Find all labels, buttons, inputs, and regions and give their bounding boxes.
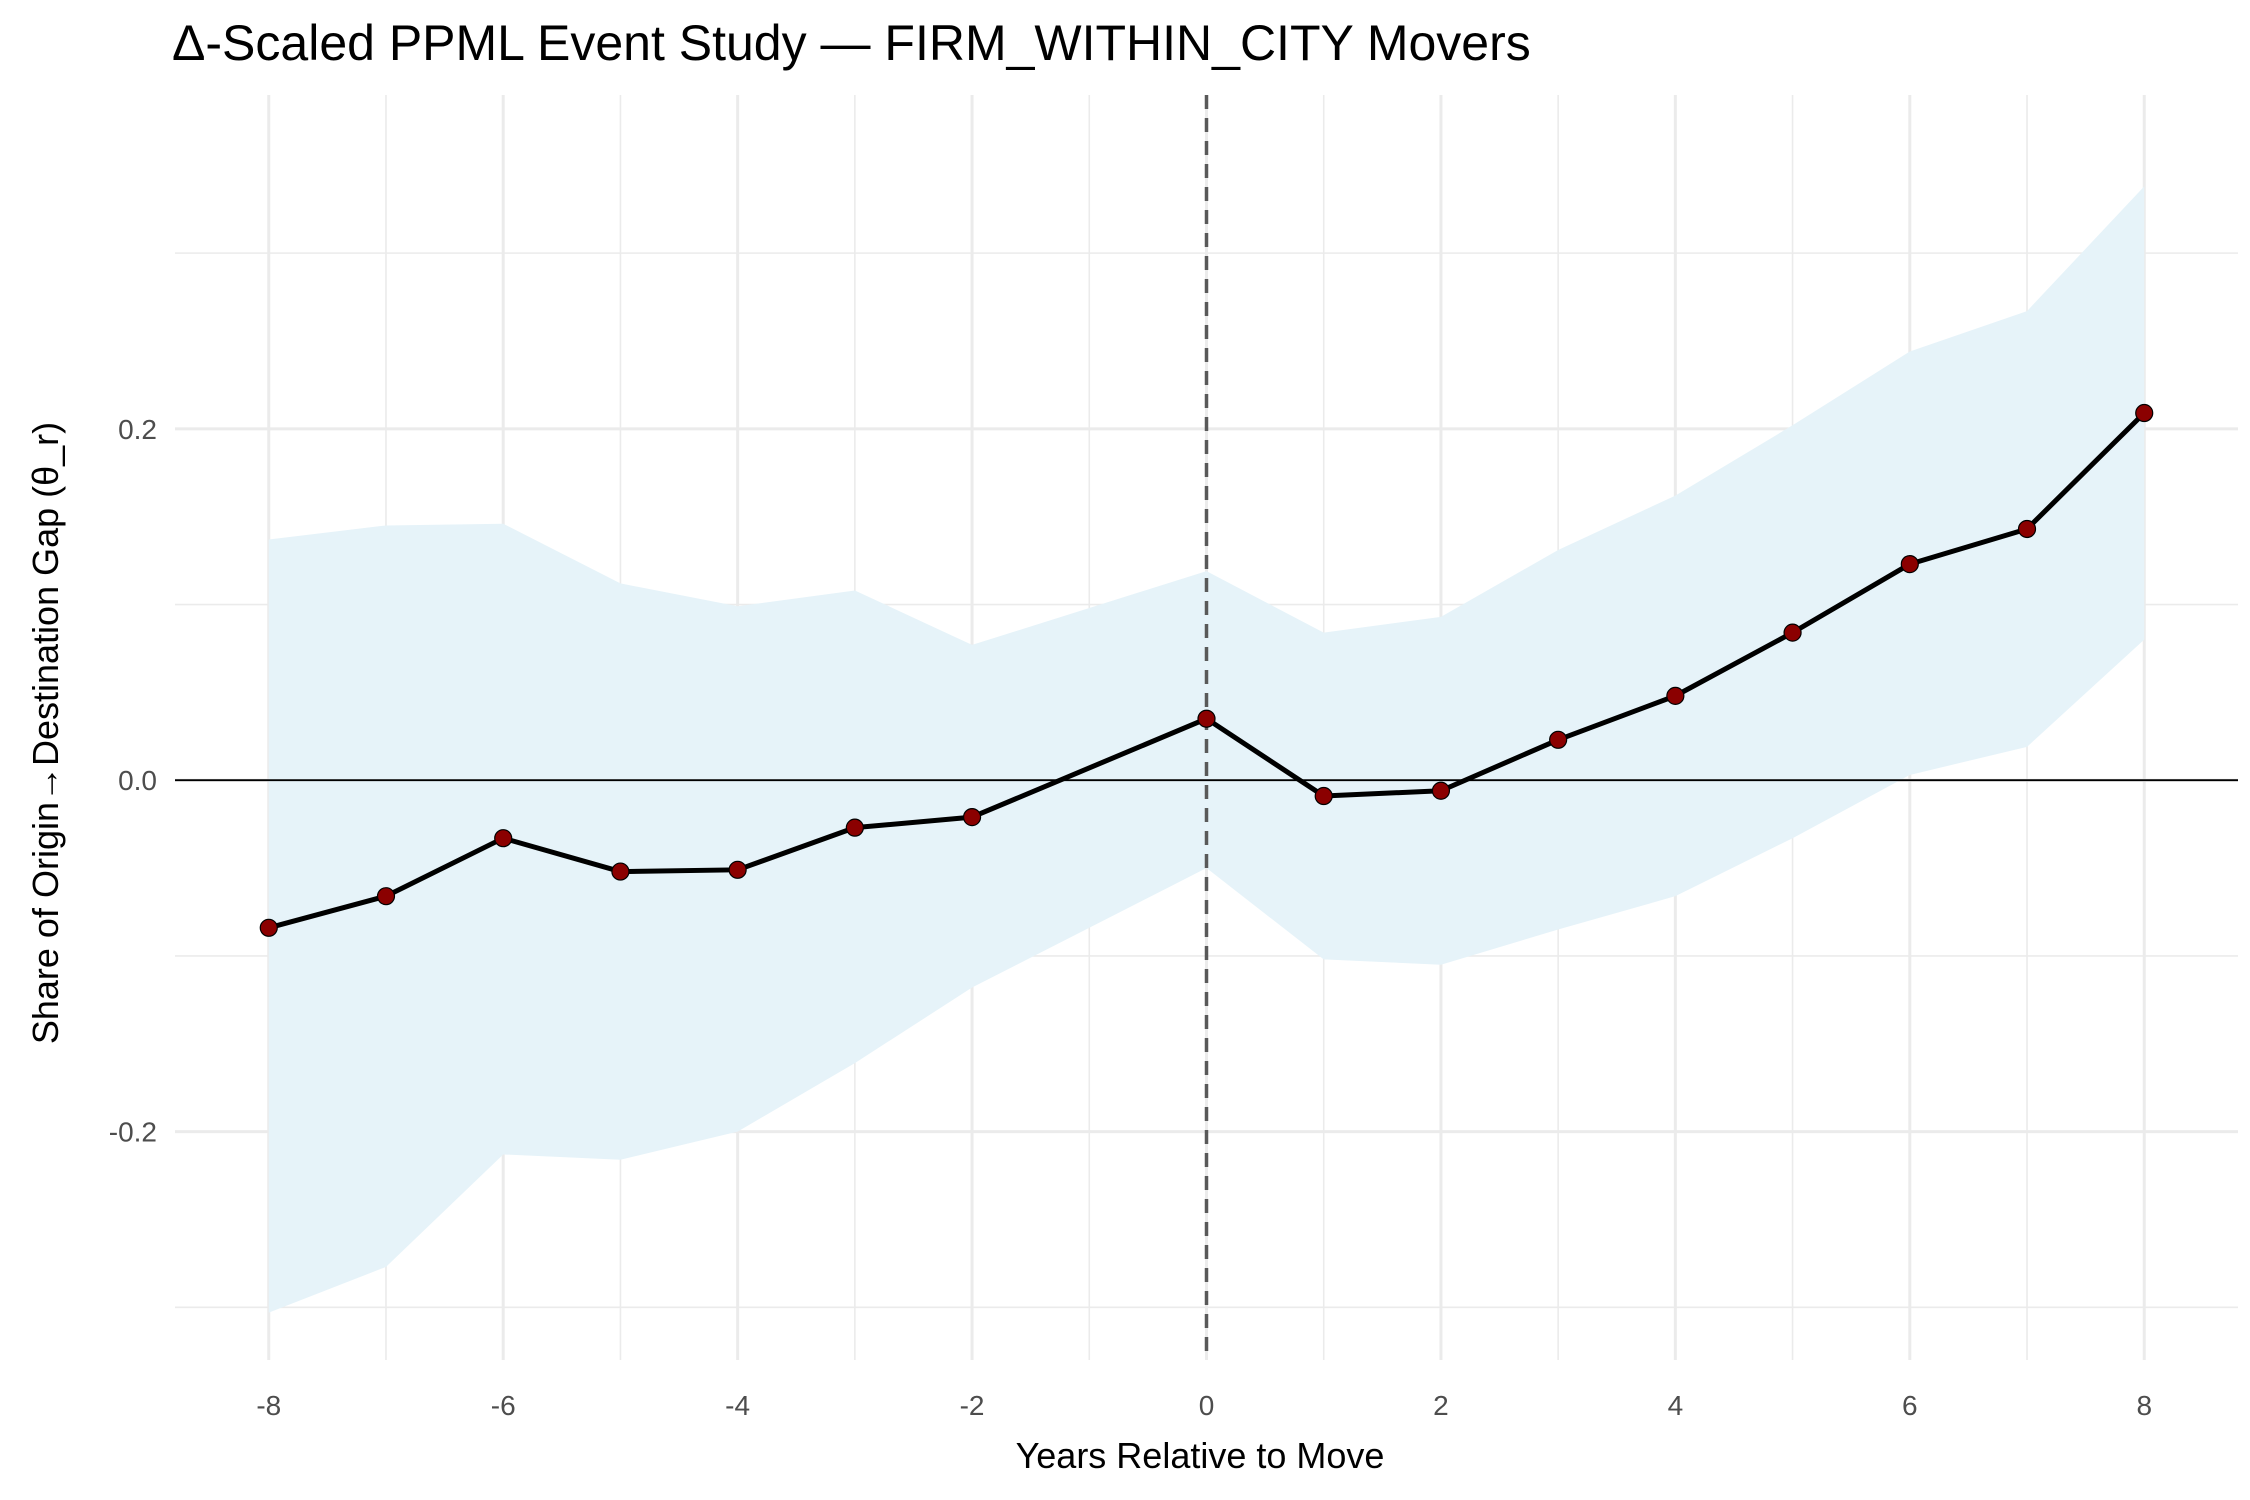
y-tick-label: -0.2	[109, 1117, 157, 1148]
y-axis-ticks: -0.2 0.0 0.2	[109, 414, 157, 1148]
y-axis-title: Share of Origin→Destination Gap (θ_r)	[25, 422, 66, 1044]
x-axis-ticks: -8 -6 -4 -2 0 2 4 6 8	[256, 1390, 2152, 1421]
data-point	[376, 887, 396, 906]
estimate-points	[259, 403, 2154, 937]
data-point	[1900, 555, 1919, 574]
estimate-line	[268, 411, 2146, 931]
estimate-line-group	[268, 411, 2146, 931]
data-point	[1783, 623, 1802, 642]
data-point	[1549, 730, 1568, 749]
data-point	[259, 918, 278, 937]
x-tick-label: 0	[1199, 1390, 1215, 1421]
data-point	[1431, 781, 1451, 800]
data-point	[1197, 709, 1216, 728]
data-point	[611, 862, 630, 881]
x-tick-label: 8	[2136, 1390, 2152, 1421]
x-tick-label: 4	[1668, 1390, 1684, 1421]
x-tick-label: -6	[491, 1390, 516, 1421]
data-point	[1666, 686, 1685, 705]
data-point	[845, 818, 864, 837]
y-tick-label: 0.2	[118, 414, 157, 445]
data-point	[2017, 519, 2037, 539]
y-tick-label: 0.0	[118, 765, 157, 796]
data-point	[494, 829, 513, 848]
x-tick-label: 6	[1902, 1390, 1918, 1421]
x-tick-label: 2	[1433, 1390, 1449, 1421]
data-point	[728, 860, 747, 879]
data-point	[1314, 786, 1333, 806]
x-tick-label: -4	[725, 1390, 750, 1421]
x-tick-label: -8	[256, 1390, 281, 1421]
data-point	[2135, 403, 2154, 423]
chart-title: Δ-Scaled PPML Event Study — FIRM_WITHIN_…	[172, 15, 1531, 71]
x-tick-label: -2	[960, 1390, 985, 1421]
x-axis-title: Years Relative to Move	[1016, 1435, 1385, 1476]
data-point	[962, 808, 982, 827]
